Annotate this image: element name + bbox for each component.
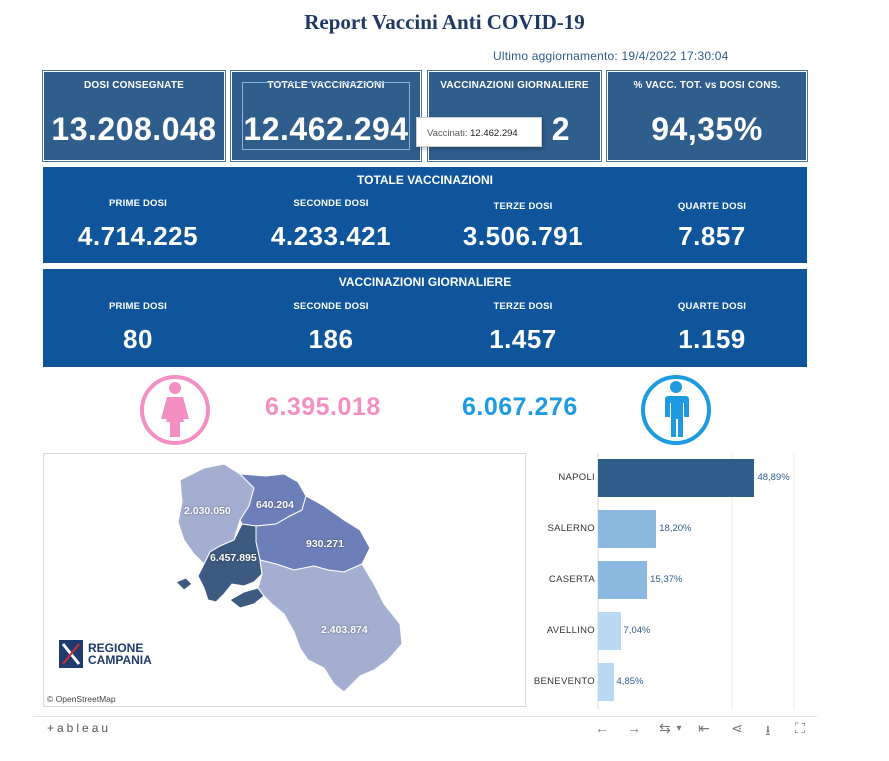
bar-caserta[interactable] [598,561,648,599]
map-label-caserta: 2.030.050 [184,505,231,517]
map-label-benevento: 640.204 [256,499,294,511]
page-title: Report Vaccini Anti COVID-19 [304,10,585,34]
cell-label: QUARTE DOSI [677,301,747,312]
download-icon[interactable]: ⭳ [765,722,771,738]
kpi-value: 12.462.294 [243,111,409,147]
cell-value: 1.159 [678,324,746,354]
giornaliere-terze-dosi[interactable]: TERZE DOSI 1.457 [448,301,598,355]
campania-map[interactable]: 2.030.050 640.204 930.271 6.457.895 2.40… [43,453,526,707]
giornaliere-prime-dosi[interactable]: PRIME DOSI 80 [63,301,213,355]
kpi-value: 2 [551,111,570,147]
giornaliere-seconde-dosi[interactable]: SECONDE DOSI 186 [256,301,406,355]
bar-category-label: NAPOLI [558,472,595,483]
cell-value: 80 [123,324,153,354]
totale-vaccinazioni-panel: TOTALE VACCINAZIONI PRIME DOSI 4.714.225… [43,167,807,263]
kpi-value: 94,35% [651,111,763,147]
cell-label: PRIME DOSI [109,301,167,312]
male-count: 6.067.276 [462,393,578,421]
tableau-toolbar: +ableau ← → ⇆ ▾ ⇤ ⋖ ⭳ ⛶ [33,716,817,740]
map-shapes [175,463,403,693]
kpi-label: VACCINAZIONI GIORNALIERE [440,80,589,91]
panel-title: TOTALE VACCINAZIONI [357,173,493,187]
giornaliere-quarte-dosi[interactable]: QUARTE DOSI 1.159 [637,301,787,355]
cell-label: SECONDE DOSI [293,198,369,209]
kpi-label: DOSI CONSEGNATE [83,80,185,91]
bar-category-label: AVELLINO [546,625,595,636]
bar-value-label: 48,89% [757,472,790,483]
totale-prime-dosi[interactable]: PRIME DOSI 4.714.225 [63,198,213,252]
totale-seconde-dosi[interactable]: SECONDE DOSI 4.233.421 [256,198,406,252]
bar-avellino[interactable] [598,612,621,650]
male-icon [641,375,711,445]
cell-label: TERZE DOSI [493,201,553,212]
tableau-logo[interactable]: +ableau [47,721,112,735]
kpi-vaccinazioni-giornaliere[interactable]: VACCINAZIONI GIORNALIERE 2 [428,71,601,161]
kpi-label: % VACC. TOT. vs DOSI CONS. [633,80,781,91]
cell-value: 1.457 [489,324,557,354]
first-icon[interactable]: ⇤ [698,720,710,736]
tooltip: Vaccinati: 12.462.294 [416,117,542,147]
cell-value: 3.506.791 [462,221,584,251]
fullscreen-icon[interactable]: ⛶ [795,720,805,736]
tooltip-value: 12.462.294 [470,128,518,139]
bar-category-label: SALERNO [547,523,595,534]
bar-value-label: 7,04% [623,625,651,636]
logo-line2: CAMPANIA [88,653,152,667]
tooltip-label: Vaccinati: [427,128,468,139]
dropdown-icon[interactable]: ▾ [676,723,682,734]
bar-category-label: CASERTA [548,574,595,585]
province-bar-chart: NAPOLI 48,89% SALERNO 18,20% CASERTA 15,37% AV… [505,453,815,709]
redo-icon[interactable]: → [627,720,641,736]
bar-salerno[interactable] [598,510,657,548]
cell-value: 186 [308,324,354,354]
map-label-salerno: 2.403.874 [321,624,368,636]
last-updated: Ultimo aggiornamento: 19/4/2022 17:30:04 [493,49,729,63]
cell-label: PRIME DOSI [109,198,167,209]
totale-quarte-dosi[interactable]: QUARTE DOSI 7.857 [637,201,787,252]
vaccinazioni-giornaliere-panel: VACCINAZIONI GIORNALIERE PRIME DOSI 80 S… [43,269,807,367]
bar-value-label: 4,85% [616,676,644,687]
map-label-napoli: 6.457.895 [210,552,257,564]
bar-value-label: 15,37% [650,574,683,585]
cell-value: 7.857 [678,221,746,251]
cell-label: SECONDE DOSI [293,301,369,312]
map-region-salerno [257,559,403,693]
regione-campania-logo-icon [59,640,83,668]
cell-value: 4.714.225 [77,221,199,251]
cell-label: TERZE DOSI [493,301,553,312]
kpi-label: TOTALE VACCINAZIONI [267,80,385,91]
share-icon[interactable]: ⋖ [731,720,743,736]
bar-benevento[interactable] [598,663,614,701]
totale-terze-dosi[interactable]: TERZE DOSI 3.506.791 [448,201,598,252]
logo-line1: REGIONE [88,641,144,655]
panel-title: VACCINAZIONI GIORNALIERE [338,275,512,289]
map-label-avellino: 930.271 [306,538,344,550]
bar-category-label: BENEVENTO [533,676,595,687]
undo-icon[interactable]: ← [595,720,609,736]
revert-icon[interactable]: ⇆ [659,720,671,736]
map-attribution[interactable]: © OpenStreetMap [47,694,116,704]
map-region-napoli [197,523,263,603]
kpi-percent-vacc[interactable]: % VACC. TOT. vs DOSI CONS. 94,35% [607,71,807,161]
kpi-value: 13.208.048 [51,111,217,147]
kpi-totale-vaccinazioni[interactable]: TOTALE VACCINAZIONI 12.462.294 [231,71,421,161]
kpi-dosi-consegnate[interactable]: DOSI CONSEGNATE 13.208.048 [43,71,225,161]
female-count: 6.395.018 [265,393,381,421]
bar-value-label: 18,20% [659,523,692,534]
bar-napoli[interactable] [598,459,755,497]
cell-label: QUARTE DOSI [677,201,747,212]
cell-value: 4.233.421 [270,221,392,251]
female-icon [140,375,210,445]
